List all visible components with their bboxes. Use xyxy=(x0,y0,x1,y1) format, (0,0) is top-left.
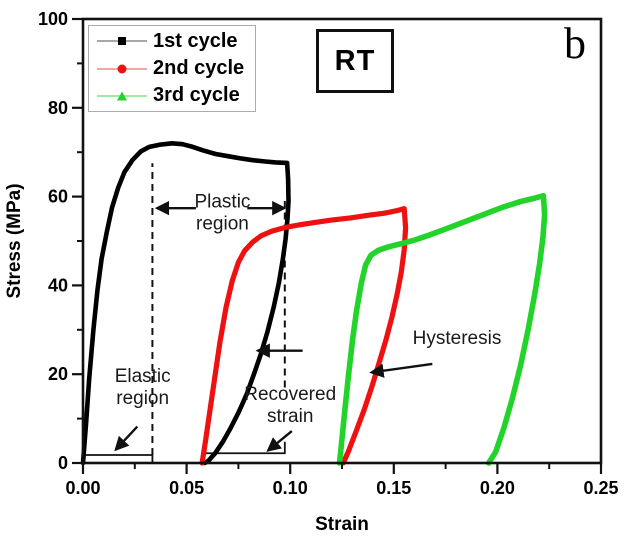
hysteresis-arrow xyxy=(369,362,433,378)
x-tick-label: 0.25 xyxy=(583,478,618,498)
x-tick-label: 0.20 xyxy=(480,478,515,498)
x-tick-label: 0.15 xyxy=(376,478,411,498)
x-axis: 0.00 0.05 0.10 0.15 0.20 0.25 xyxy=(65,463,619,498)
plastic-region-label: Plastic xyxy=(194,192,250,213)
y-tick-label: 40 xyxy=(48,275,68,295)
legend-marker-circle-icon xyxy=(97,63,147,75)
legend-marker-square-icon xyxy=(97,35,147,47)
y-axis-title: Stress (MPa) xyxy=(4,183,25,299)
plastic-region-label: region xyxy=(196,214,249,235)
temperature-inset-box: RT xyxy=(316,29,394,93)
legend-label: 2nd cycle xyxy=(153,57,245,79)
y-tick-label: 100 xyxy=(38,9,68,29)
y-tick-label: 20 xyxy=(48,364,68,384)
legend-marker-triangle-icon xyxy=(97,90,147,102)
panel-letter: b xyxy=(564,19,586,68)
elastic-region-label: region xyxy=(116,388,169,409)
legend-label: 1st cycle xyxy=(153,29,238,52)
x-axis-title: Strain xyxy=(315,514,369,535)
x-tick-label: 0.05 xyxy=(169,478,204,498)
y-tick-label: 0 xyxy=(58,453,68,473)
y-tick-label: 60 xyxy=(48,187,68,207)
legend-label: 3rd cycle xyxy=(153,84,240,107)
x-tick-label: 0.10 xyxy=(273,478,308,498)
series-3rd-cycle xyxy=(336,192,548,466)
x-tick-label: 0.00 xyxy=(65,478,100,498)
legend-item-2nd-cycle: 2nd cycle xyxy=(97,56,249,82)
recovered-strain-label: strain xyxy=(267,406,313,427)
legend: 1st cycle 2nd cycle 3rd cycle xyxy=(88,25,256,112)
hysteresis-label: Hysteresis xyxy=(413,328,502,349)
recovered-strain-arrow xyxy=(266,430,293,452)
elastic-region-arrow xyxy=(114,425,139,452)
series-2nd-cycle xyxy=(199,206,409,466)
recovered-strain-label: Recovered xyxy=(244,384,336,405)
legend-item-1st-cycle: 1st cycle xyxy=(97,28,249,54)
elastic-region-label: Elastic xyxy=(115,366,171,387)
series-1st-cycle xyxy=(80,141,291,466)
y-tick-label: 80 xyxy=(48,98,68,118)
y-axis: 0 20 40 60 80 100 xyxy=(38,9,83,473)
legend-item-3rd-cycle: 3rd cycle xyxy=(97,83,249,109)
